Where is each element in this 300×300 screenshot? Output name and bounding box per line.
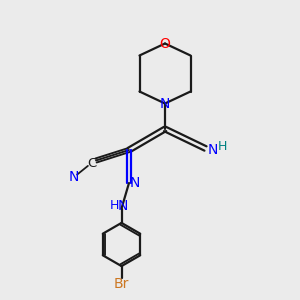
Text: Br: Br: [114, 277, 129, 291]
Text: N: N: [208, 143, 218, 157]
Text: O: O: [160, 37, 170, 50]
Text: N: N: [118, 199, 128, 212]
Text: N: N: [129, 176, 140, 190]
Text: C: C: [87, 157, 96, 170]
Text: H: H: [109, 199, 119, 212]
Text: H: H: [218, 140, 228, 153]
Text: N: N: [68, 170, 79, 184]
Text: N: N: [160, 97, 170, 110]
